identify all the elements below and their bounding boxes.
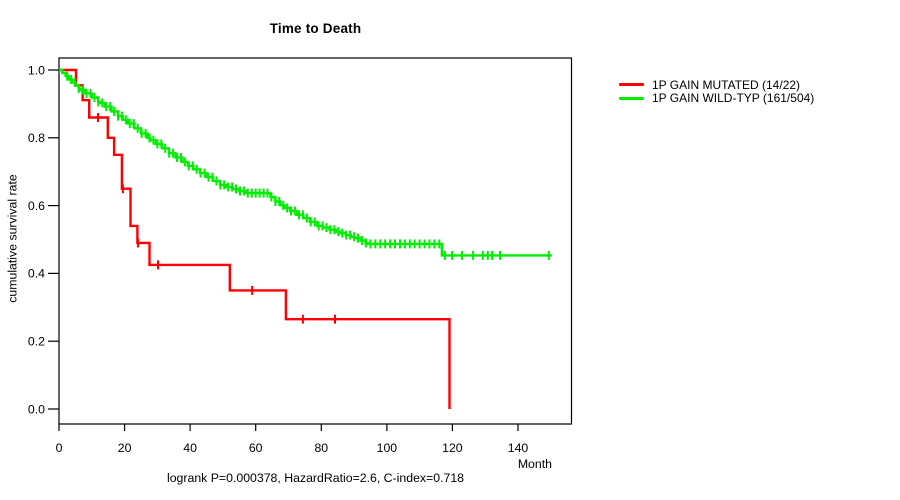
chart-title: Time to Death <box>269 21 362 36</box>
y-tick-label: 0.0 <box>28 402 45 416</box>
x-tick-label: 0 <box>56 441 63 455</box>
survival-line-wildtype <box>59 68 552 257</box>
legend-line-mutated-icon <box>619 83 644 87</box>
y-tick-label: 0.4 <box>28 267 45 281</box>
x-axis: 0 20 40 60 80 100 120 140 <box>56 424 529 455</box>
x-tick-label: 20 <box>118 441 132 455</box>
legend-label-wildtype: 1P GAIN WILD-TYP (161/504) <box>652 91 815 106</box>
censor-ticks-mutated <box>97 113 336 324</box>
y-axis: 0.0 0.2 0.4 0.6 0.8 1.0 <box>28 63 59 416</box>
x-tick-label: 140 <box>508 441 529 455</box>
y-axis-label: cumulative survival rate <box>5 174 20 303</box>
y-tick-label: 0.2 <box>28 335 45 349</box>
legend-item-mutated: 1P GAIN MUTATED (14/22) <box>619 78 814 92</box>
km-curve-mutated <box>59 68 451 409</box>
y-tick-label: 0.8 <box>28 131 45 145</box>
legend-line-wildtype-icon <box>619 96 644 100</box>
y-tick-label: 1.0 <box>28 63 45 77</box>
x-tick-label: 80 <box>314 441 328 455</box>
legend: 1P GAIN MUTATED (14/22) 1P GAIN WILD-TYP… <box>619 78 814 105</box>
x-tick-label: 120 <box>442 441 463 455</box>
x-axis-label: Month <box>517 457 552 471</box>
plot-box <box>58 57 573 425</box>
x-tick-label: 40 <box>183 441 197 455</box>
x-tick-label: 100 <box>377 441 398 455</box>
legend-item-wildtype: 1P GAIN WILD-TYP (161/504) <box>619 91 815 106</box>
censor-ticks-wildtype <box>66 71 550 260</box>
legend-label-mutated: 1P GAIN MUTATED (14/22) <box>652 77 801 92</box>
km-curve-wildtype <box>59 68 552 260</box>
y-tick-label: 0.6 <box>28 199 45 213</box>
stats-note: logrank P=0.000378, HazardRatio=2.6, C-i… <box>166 471 465 485</box>
x-tick-label: 60 <box>249 441 263 455</box>
